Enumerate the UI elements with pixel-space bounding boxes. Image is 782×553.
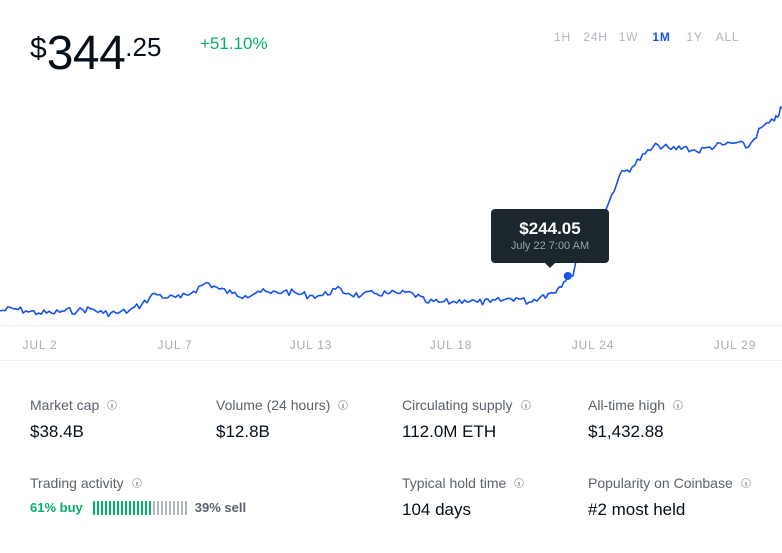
- activity-bar: [176, 500, 179, 515]
- range-button-1m[interactable]: 1M: [652, 30, 671, 44]
- x-axis: JUL 2 JUL 7 JUL 13 JUL 18 JUL 24 JUL 29: [0, 325, 782, 361]
- price-cents: .25: [125, 32, 162, 62]
- stat-market-cap: Market cap $38.4B: [30, 397, 118, 442]
- stat-value: $12.8B: [216, 422, 270, 441]
- activity-bar: [160, 500, 163, 515]
- info-icon[interactable]: [131, 478, 142, 488]
- hover-point: [563, 271, 572, 280]
- stat-volume: Volume (24 hours) $12.8B: [216, 397, 349, 442]
- activity-bar: [132, 500, 135, 515]
- stat-label: Popularity on Coinbase: [588, 475, 733, 491]
- stat-label: All-time high: [588, 397, 666, 413]
- time-range-selector: 1H 24H 1W 1M 1Y ALL: [546, 30, 744, 44]
- activity-bar: [92, 500, 95, 515]
- chart-tooltip: $244.05 July 22 7:00 AM: [491, 209, 609, 268]
- x-tick-label: JUL 29: [713, 338, 757, 352]
- price-display: $ 344 .25: [30, 30, 161, 78]
- stat-value: $38.4B: [30, 422, 84, 441]
- activity-bar: [120, 500, 123, 515]
- stat-label: Trading activity: [30, 475, 124, 491]
- range-button-1w[interactable]: 1W: [618, 30, 639, 44]
- price-line: [0, 106, 782, 318]
- activity-bar: [96, 500, 99, 515]
- info-icon[interactable]: [338, 400, 349, 410]
- stat-supply: Circulating supply 112.0M ETH: [402, 397, 531, 442]
- trading-activity-meter: 61% buy 39% sell: [30, 500, 246, 515]
- stat-label: Circulating supply: [402, 397, 513, 413]
- stat-label: Market cap: [30, 397, 100, 413]
- x-tick-label: JUL 2: [22, 338, 58, 352]
- stat-trading-activity: Trading activity: [30, 475, 142, 491]
- stat-value: #2 most held: [588, 500, 686, 519]
- price-change: +51.10%: [200, 34, 268, 53]
- info-icon[interactable]: [514, 478, 525, 488]
- info-icon[interactable]: [673, 400, 684, 410]
- activity-bar: [140, 500, 143, 515]
- stat-popularity: Popularity on Coinbase #2 most held: [588, 475, 751, 520]
- activity-bar: [168, 500, 171, 515]
- info-icon[interactable]: [107, 400, 118, 410]
- stat-label: Volume (24 hours): [216, 397, 331, 413]
- stat-all-time-high: All-time high $1,432.88: [588, 397, 684, 442]
- activity-bar: [116, 500, 119, 515]
- stat-value: 112.0M ETH: [402, 422, 497, 441]
- activity-bar: [104, 500, 107, 515]
- activity-bar: [136, 500, 139, 515]
- activity-bar: [112, 500, 115, 515]
- x-tick-label: JUL 13: [289, 338, 333, 352]
- x-tick-label: JUL 18: [429, 338, 473, 352]
- range-button-1y[interactable]: 1Y: [686, 30, 703, 44]
- activity-bar: [164, 500, 167, 515]
- info-icon[interactable]: [740, 478, 751, 488]
- info-icon[interactable]: [520, 400, 531, 410]
- x-tick-label: JUL 7: [157, 338, 193, 352]
- tooltip-value: $244.05: [519, 219, 581, 238]
- activity-bar: [124, 500, 127, 515]
- activity-bar: [148, 500, 151, 515]
- stat-value: 104 days: [402, 500, 471, 519]
- range-button-all[interactable]: ALL: [715, 30, 740, 44]
- currency-symbol: $: [30, 32, 47, 65]
- activity-bar: [180, 500, 183, 515]
- activity-bar: [172, 500, 175, 515]
- range-button-24h[interactable]: 24H: [583, 30, 608, 44]
- price-chart[interactable]: [0, 90, 782, 340]
- activity-bar: [144, 500, 147, 515]
- activity-bar: [108, 500, 111, 515]
- activity-bar: [156, 500, 159, 515]
- activity-bars: [92, 500, 187, 515]
- x-tick-label: JUL 24: [571, 338, 615, 352]
- activity-bar: [128, 500, 131, 515]
- sell-percentage: 39% sell: [194, 500, 247, 515]
- activity-bar: [152, 500, 155, 515]
- price-whole: 344: [46, 27, 126, 80]
- activity-bar: [100, 500, 103, 515]
- activity-bar: [184, 500, 187, 515]
- tooltip-date: July 22 7:00 AM: [510, 240, 590, 252]
- range-button-1h[interactable]: 1H: [554, 30, 571, 44]
- stat-hold-time: Typical hold time 104 days: [402, 475, 525, 520]
- buy-percentage: 61% buy: [30, 500, 83, 515]
- stat-value: $1,432.88: [588, 422, 664, 441]
- stat-label: Typical hold time: [402, 475, 507, 491]
